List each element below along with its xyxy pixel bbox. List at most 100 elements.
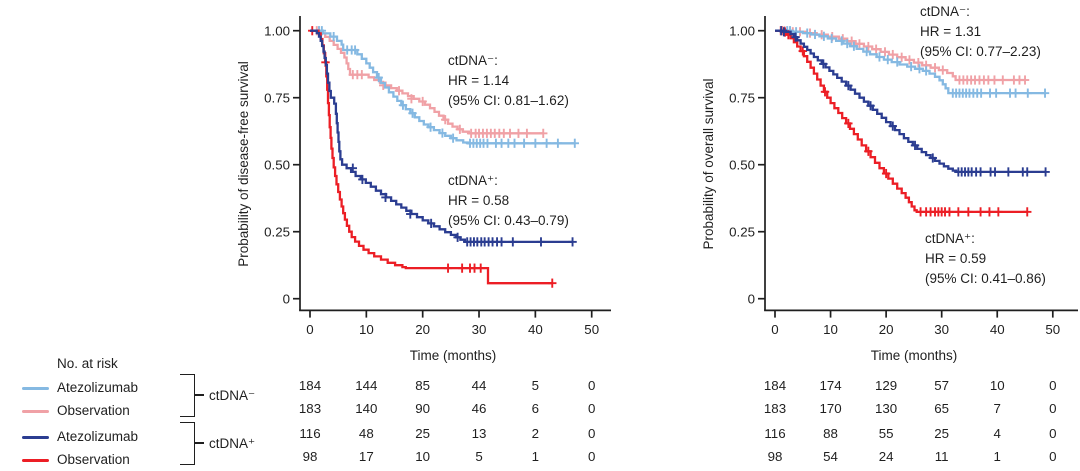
ctdna-positive-bracket-tick bbox=[195, 442, 204, 444]
risk-count: 0 bbox=[1049, 378, 1057, 393]
risk-count: 85 bbox=[415, 378, 431, 393]
risk-count: 7 bbox=[993, 401, 1001, 416]
x-tick-label: 30 bbox=[934, 322, 949, 337]
risk-count: 44 bbox=[471, 378, 487, 393]
risk-count: 144 bbox=[355, 378, 378, 393]
x-tick-label: 40 bbox=[990, 322, 1005, 337]
risk-count: 25 bbox=[415, 426, 431, 441]
annotation-line: (95% CI: 0.77–2.23) bbox=[920, 44, 1041, 59]
annotation-line: ctDNA⁺: bbox=[448, 173, 498, 188]
legend-swatch-atezolizumab-ctdna-pos bbox=[22, 436, 49, 440]
risk-count: 130 bbox=[875, 401, 898, 416]
y-tick-label: 1.00 bbox=[729, 23, 755, 38]
x-tick-label: 10 bbox=[823, 322, 838, 337]
risk-table-header: No. at risk bbox=[57, 356, 118, 371]
x-axis-label-left: Time (months) bbox=[409, 348, 497, 363]
risk-count: 0 bbox=[1049, 401, 1057, 416]
x-tick-label: 50 bbox=[1045, 322, 1060, 337]
y-axis-label-left: Probability of disease-free survival bbox=[236, 61, 251, 267]
risk-count: 55 bbox=[878, 426, 894, 441]
x-axis-label-right: Time (months) bbox=[870, 348, 958, 363]
risk-count: 57 bbox=[934, 378, 950, 393]
risk-count: 184 bbox=[298, 378, 322, 393]
annotation-ctdna-positive-right: ctDNA⁺: HR = 0.59 (95% CI: 0.41–0.86) bbox=[925, 229, 1046, 289]
risk-count: 140 bbox=[355, 401, 378, 416]
x-tick-label: 30 bbox=[472, 322, 487, 337]
annotation-line: (95% CI: 0.81–1.62) bbox=[448, 93, 569, 108]
y-tick-label: 0.50 bbox=[264, 157, 290, 172]
ctdna-negative-bracket-tick bbox=[195, 394, 204, 396]
x-tick-label: 20 bbox=[415, 322, 430, 337]
risk-count: 129 bbox=[875, 378, 898, 393]
risk-count: 183 bbox=[763, 401, 787, 416]
risk-count: 0 bbox=[587, 426, 596, 441]
risk-count: 88 bbox=[823, 426, 838, 441]
y-tick-label: 0.25 bbox=[264, 224, 290, 239]
y-tick-label: 0.75 bbox=[264, 90, 290, 105]
risk-count: 10 bbox=[415, 449, 431, 464]
annotation-line: ctDNA⁺: bbox=[925, 231, 975, 246]
risk-count: 98 bbox=[767, 449, 783, 464]
km-curve-ctdna-pos-atezolizumab bbox=[775, 29, 1046, 174]
legend-swatch-observation-ctdna-pos bbox=[22, 459, 49, 463]
risk-count: 17 bbox=[358, 449, 374, 464]
annotation-line: HR = 0.59 bbox=[925, 251, 987, 266]
legend-label-observation-ctdna-neg: Observation bbox=[57, 403, 130, 418]
risk-count: 11 bbox=[934, 449, 949, 464]
x-tick-label: 0 bbox=[306, 322, 313, 337]
risk-count: 65 bbox=[934, 401, 950, 416]
x-tick-label: 40 bbox=[528, 322, 543, 337]
y-tick-label: 1.00 bbox=[264, 23, 290, 38]
risk-count: 1 bbox=[993, 449, 1001, 464]
risk-count: 25 bbox=[934, 426, 950, 441]
risk-count: 5 bbox=[531, 378, 540, 393]
legend-swatch-observation-ctdna-neg bbox=[22, 410, 49, 414]
annotation-ctdna-negative-right: ctDNA⁻: HR = 1.31 (95% CI: 0.77–2.23) bbox=[920, 2, 1041, 62]
y-tick-label: 0.75 bbox=[729, 90, 755, 105]
x-tick-label: 0 bbox=[771, 322, 778, 337]
risk-count: 2 bbox=[531, 426, 540, 441]
risk-count: 0 bbox=[1049, 449, 1057, 464]
annotation-line: ctDNA⁻: bbox=[448, 53, 498, 68]
annotation-ctdna-positive-left: ctDNA⁺: HR = 0.58 (95% CI: 0.43–0.79) bbox=[448, 171, 569, 231]
risk-count: 5 bbox=[475, 449, 483, 464]
risk-count: 13 bbox=[471, 426, 487, 441]
risk-count: 184 bbox=[763, 378, 787, 393]
risk-count: 170 bbox=[819, 401, 842, 416]
risk-count: 0 bbox=[587, 449, 596, 464]
annotation-line: HR = 0.58 bbox=[448, 193, 510, 208]
risk-count: 4 bbox=[993, 426, 1001, 441]
ctdna-negative-bracket bbox=[180, 374, 195, 417]
annotation-ctdna-negative-left: ctDNA⁻: HR = 1.14 (95% CI: 0.81–1.62) bbox=[448, 51, 569, 111]
y-tick-label: 0.25 bbox=[729, 224, 755, 239]
group-label-ctdna-positive: ctDNA⁺ bbox=[209, 436, 256, 451]
risk-count: 116 bbox=[299, 426, 321, 441]
risk-count: 0 bbox=[587, 401, 596, 416]
risk-count: 24 bbox=[878, 449, 894, 464]
risk-count: 1 bbox=[531, 449, 540, 464]
risk-count: 98 bbox=[302, 449, 318, 464]
risk-count: 116 bbox=[764, 426, 786, 441]
risk-count: 174 bbox=[819, 378, 842, 393]
risk-count: 6 bbox=[531, 401, 540, 416]
x-tick-label: 10 bbox=[359, 322, 374, 337]
ctdna-positive-bracket bbox=[180, 422, 195, 465]
risk-count: 54 bbox=[823, 449, 838, 464]
annotation-line: (95% CI: 0.43–0.79) bbox=[448, 213, 569, 228]
risk-count: 10 bbox=[989, 378, 1005, 393]
risk-count: 0 bbox=[1049, 426, 1057, 441]
legend-label-observation-ctdna-pos: Observation bbox=[57, 452, 130, 467]
annotation-line: HR = 1.14 bbox=[448, 73, 510, 88]
legend-label-atezolizumab-ctdna-neg: Atezolizumab bbox=[57, 380, 139, 395]
x-tick-label: 20 bbox=[879, 322, 894, 337]
annotation-line: HR = 1.31 bbox=[920, 24, 982, 39]
legend-label-atezolizumab-ctdna-pos: Atezolizumab bbox=[57, 429, 139, 444]
y-tick-label: 0 bbox=[748, 291, 755, 306]
legend-swatch-atezolizumab-ctdna-neg bbox=[22, 387, 49, 391]
y-tick-label: 0.50 bbox=[729, 157, 755, 172]
y-axis-label-right: Probability of overall survival bbox=[701, 78, 716, 250]
annotation-line: ctDNA⁻: bbox=[920, 4, 970, 19]
group-label-ctdna-negative: ctDNA⁻ bbox=[209, 388, 256, 403]
